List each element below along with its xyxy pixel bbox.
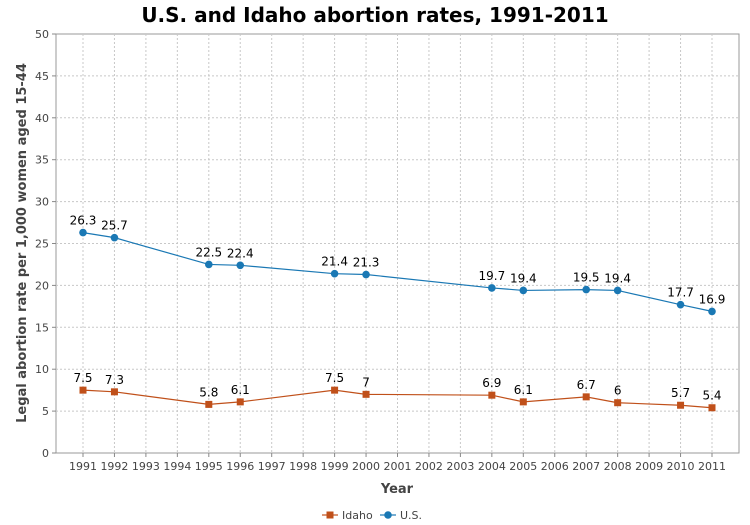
legend-label: Idaho (342, 509, 373, 522)
x-tick-label: 2002 (415, 460, 443, 473)
y-tick-label: 45 (35, 70, 49, 83)
data-point (614, 399, 622, 407)
x-tick-label: 1997 (258, 460, 286, 473)
y-tick-label: 5 (42, 405, 49, 418)
data-label: 6.9 (482, 376, 501, 390)
data-point (205, 260, 213, 269)
data-label: 6 (614, 384, 622, 398)
x-tick-label: 1999 (321, 460, 349, 473)
data-label: 6.7 (577, 378, 596, 392)
gridlines (56, 34, 739, 453)
x-tick-label: 2009 (635, 460, 663, 473)
y-tick-label: 0 (42, 447, 49, 460)
y-tick-label: 40 (35, 112, 49, 125)
x-tick-label: 2010 (667, 460, 695, 473)
data-point (110, 233, 119, 242)
data-point (676, 300, 685, 309)
data-point (236, 398, 244, 406)
data-label: 5.4 (702, 389, 721, 403)
x-tick-label: 2006 (541, 460, 569, 473)
data-label: 26.3 (70, 214, 97, 228)
x-tick-label: 1995 (195, 460, 223, 473)
y-tick-label: 35 (35, 154, 49, 167)
data-point (708, 307, 716, 316)
x-tick-label: 2005 (509, 460, 537, 473)
data-label: 19.4 (604, 271, 631, 285)
x-tick-label: 2007 (572, 460, 600, 473)
data-label: 7.5 (73, 371, 92, 385)
y-tick-label: 50 (35, 28, 49, 41)
data-point (488, 391, 496, 399)
series-line (82, 389, 713, 409)
x-tick-label: 2000 (352, 460, 380, 473)
x-axis-ticks: 1991 1992 1993 1994 1995 1996 1997 1998 1999 2000… (69, 453, 726, 473)
data-label: 22.4 (227, 246, 254, 260)
data-point (582, 393, 590, 401)
x-tick-label: 1998 (289, 460, 317, 473)
data-point (613, 286, 622, 295)
data-point (519, 398, 527, 406)
y-tick-label: 10 (35, 363, 49, 376)
legend-marker (326, 511, 334, 519)
x-tick-label: 1992 (100, 460, 128, 473)
series-layer: 7.5 7.3 5.8 6.1 7.5 7 6.9 6.1 6.7 6 5.7 5.4 26.3 25.7… (70, 214, 726, 412)
data-label: 5.8 (199, 385, 218, 399)
series-line (82, 232, 713, 312)
series-u-s-: 26.3 25.7 22.5 22.4 21.4 21.3 19.7 19.4 19.5 19.4… (70, 214, 726, 316)
x-tick-label: 1993 (132, 460, 160, 473)
data-point (236, 261, 245, 270)
data-label: 16.9 (699, 292, 726, 306)
data-label: 7.5 (325, 371, 344, 385)
data-label: 7.3 (105, 373, 124, 387)
y-tick-label: 30 (35, 196, 49, 209)
x-tick-label: 2004 (478, 460, 506, 473)
data-point (205, 400, 213, 408)
data-point (331, 386, 339, 394)
data-label: 19.4 (510, 271, 537, 285)
data-point (708, 404, 716, 412)
y-axis-label: Legal abortion rate per 1,000 women aged… (15, 63, 30, 423)
x-tick-label: 2001 (384, 460, 412, 473)
data-point (677, 401, 685, 409)
x-tick-label: 1991 (69, 460, 97, 473)
y-tick-label: 25 (35, 238, 49, 251)
data-point (110, 388, 118, 396)
data-point (79, 228, 87, 237)
series-idaho: 7.5 7.3 5.8 6.1 7.5 7 6.9 6.1 6.7 6 5.7 5.4 (73, 371, 722, 412)
legend-item: Idaho (322, 509, 373, 522)
x-tick-label: 1994 (163, 460, 191, 473)
data-point (79, 386, 87, 394)
data-label: 21.3 (353, 256, 380, 270)
x-axis-label: Year (380, 482, 414, 497)
data-label: 25.7 (101, 219, 128, 233)
data-point (330, 269, 339, 278)
data-point (519, 286, 528, 295)
legend: Idaho U.S. (322, 509, 422, 522)
y-axis-ticks: 0 5 10 15 20 25 30 35 40 45 50 (35, 28, 56, 460)
data-point (582, 285, 590, 294)
legend-label: U.S. (400, 509, 422, 522)
legend-item: U.S. (380, 509, 422, 522)
y-tick-label: 15 (35, 321, 49, 334)
data-point (362, 270, 370, 279)
data-label: 5.7 (671, 386, 690, 400)
data-label: 19.7 (478, 269, 505, 283)
data-label: 21.4 (321, 255, 348, 269)
data-label: 7 (362, 375, 370, 389)
data-point (362, 390, 370, 398)
x-tick-label: 1996 (226, 460, 254, 473)
data-label: 17.7 (667, 286, 694, 300)
x-tick-label: 2003 (446, 460, 474, 473)
data-label: 22.5 (195, 245, 222, 259)
legend-marker (384, 511, 392, 519)
chart-title: U.S. and Idaho abortion rates, 1991-2011 (141, 3, 608, 27)
y-tick-label: 20 (35, 279, 49, 292)
x-tick-label: 2011 (698, 460, 726, 473)
data-point (488, 284, 496, 292)
data-label: 6.1 (514, 383, 533, 397)
data-label: 19.5 (573, 271, 600, 285)
data-label: 6.1 (231, 383, 250, 397)
x-tick-label: 2008 (604, 460, 632, 473)
